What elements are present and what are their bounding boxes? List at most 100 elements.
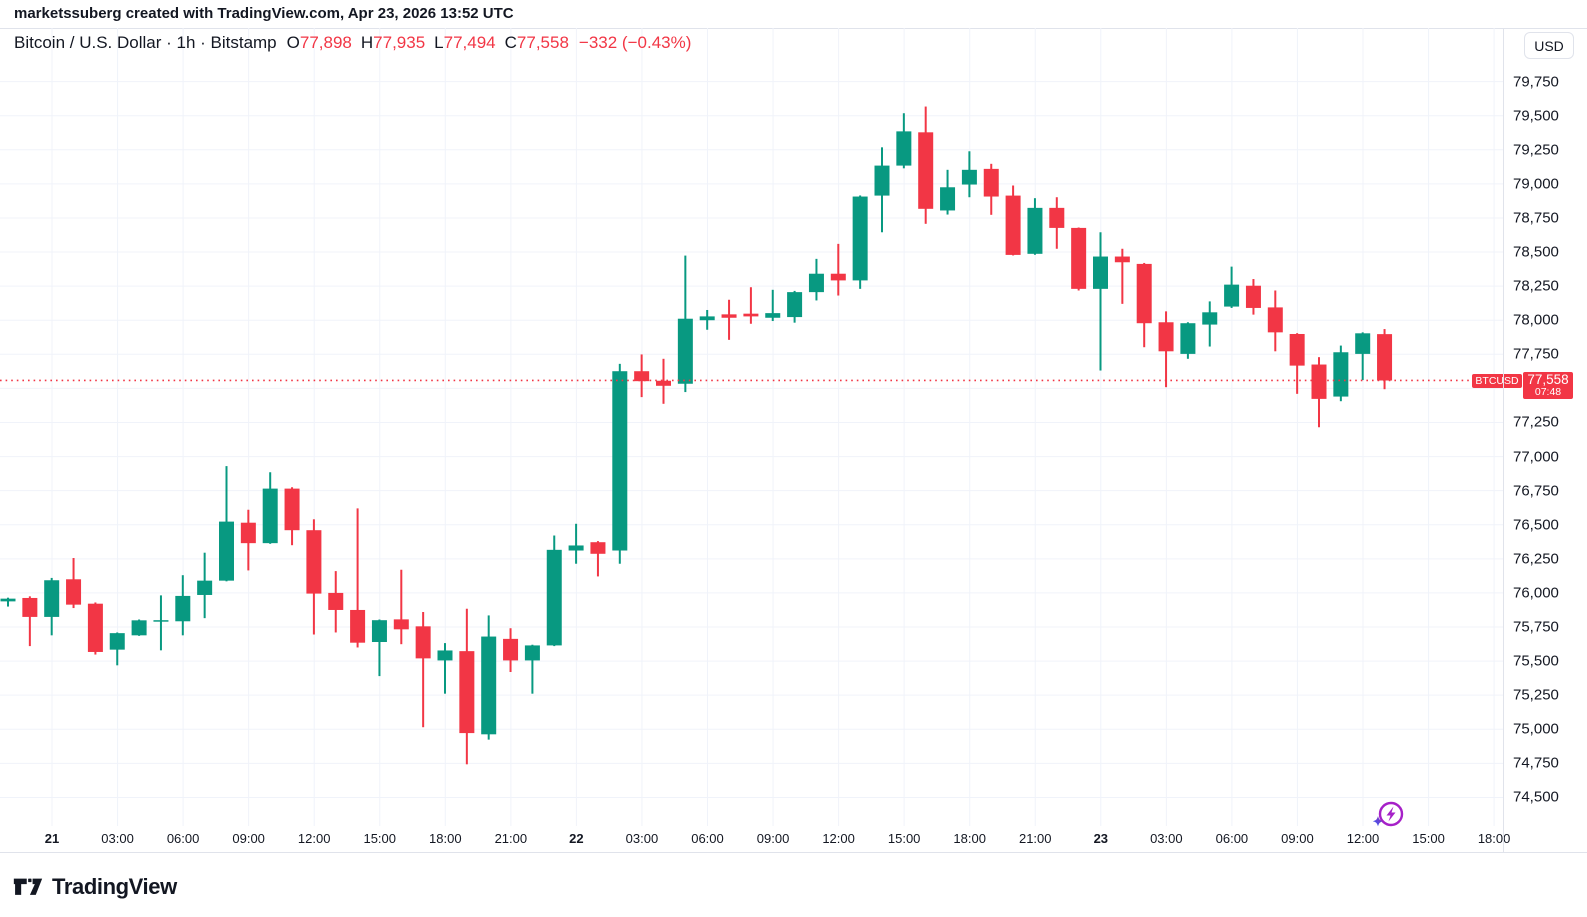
candle (765, 289, 781, 322)
candle (1114, 248, 1130, 304)
candle (44, 577, 60, 636)
candle (677, 255, 693, 393)
price-tick-label: 78,500 (1513, 243, 1559, 261)
time-tick-label: 06:00 (166, 831, 200, 846)
candle (284, 487, 300, 546)
ohlc-pair: H77,935 (360, 33, 426, 52)
lightning-bolt-icon (1386, 806, 1396, 822)
candle (1071, 227, 1087, 291)
price-tick-label: 75,000 (1513, 720, 1559, 738)
time-tick-label: 18:00 (953, 831, 986, 846)
candle (1158, 311, 1174, 388)
candle (1311, 357, 1327, 428)
candle (940, 169, 956, 215)
candle (1245, 279, 1261, 315)
time-tick-label: 09:00 (1281, 831, 1314, 846)
price-scale-left-border (1503, 28, 1504, 852)
lightning-spark-icon[interactable] (1368, 795, 1408, 835)
candle (1027, 198, 1043, 255)
price-tick-label: 75,750 (1513, 618, 1559, 636)
ohlc-pair: O77,898 (286, 33, 352, 52)
bar-close-countdown: 07:48 (1534, 386, 1562, 398)
candle (306, 519, 322, 635)
candle (1093, 232, 1108, 371)
change-value: −332 (−0.43%) (578, 33, 692, 52)
candle (437, 643, 453, 694)
candle (896, 113, 912, 169)
time-tick-label: 21 (44, 831, 60, 846)
time-tick-label: 09:00 (232, 831, 265, 846)
candle (721, 299, 737, 340)
candle (983, 163, 999, 215)
candle (1136, 262, 1152, 348)
price-tick-label: 75,250 (1513, 686, 1559, 704)
price-tick-label: 79,000 (1513, 175, 1559, 193)
time-tick-label: 12:00 (822, 831, 855, 846)
price-tick-label: 76,500 (1513, 516, 1559, 534)
currency-toggle-button[interactable]: USD (1524, 32, 1574, 59)
ohlc-pair: C77,558 (504, 33, 569, 52)
candle (524, 644, 540, 694)
symbol-legend[interactable]: Bitcoin / U.S. Dollar · 1h · Bitstamp O7… (14, 33, 691, 53)
time-tick-label: 03:00 (625, 831, 659, 846)
candle (918, 106, 934, 224)
candle (153, 595, 169, 651)
candle (961, 151, 977, 198)
candle (634, 354, 650, 398)
price-tick-label: 79,750 (1513, 73, 1559, 91)
price-tick-label: 76,750 (1513, 482, 1559, 500)
watermark-attribution: marketssuberg created with TradingView.c… (14, 5, 514, 22)
time-tick-label: 03:00 (101, 831, 134, 846)
candle (1289, 333, 1305, 394)
time-tick-label: 15:00 (363, 831, 397, 846)
time-tick-label: 21:00 (494, 831, 528, 846)
time-tick-label: 12:00 (1346, 831, 1380, 846)
tradingview-logo[interactable]: TradingView (13, 874, 177, 900)
candle (240, 509, 256, 571)
time-tick-label: 09:00 (756, 831, 790, 846)
price-tick-label: 77,750 (1513, 345, 1559, 363)
spark-circle (1378, 801, 1404, 827)
candle (328, 571, 344, 633)
price-tick-label: 76,250 (1513, 550, 1559, 568)
candle (109, 632, 125, 666)
pane-top-border (0, 28, 1587, 29)
time-tick-label: 18:00 (429, 831, 462, 846)
time-tick-label: 18:00 (1477, 831, 1511, 846)
candle (459, 608, 475, 765)
candle (743, 287, 759, 324)
candle (481, 615, 497, 740)
price-tick-label: 78,250 (1513, 277, 1559, 295)
candlestick-chart-plot[interactable] (0, 28, 1503, 826)
last-price-value: 77,558 (1527, 372, 1569, 387)
candle (1049, 197, 1065, 249)
time-tick-label: 21:00 (1018, 831, 1052, 846)
candle (415, 612, 431, 728)
price-tick-label: 78,750 (1513, 209, 1559, 227)
candle (830, 243, 846, 296)
price-tick-label: 77,000 (1513, 448, 1559, 466)
tradingview-logo-text: TradingView (52, 874, 177, 899)
price-tick-label: 77,250 (1513, 413, 1559, 431)
candle (874, 147, 890, 233)
candle (590, 541, 606, 577)
candle (1267, 290, 1283, 352)
price-line-symbol-badge: BTCUSD (1472, 374, 1522, 388)
price-tick-label: 74,500 (1513, 788, 1559, 806)
time-tick-label: 22 (569, 831, 584, 846)
last-price-label[interactable]: 77,558 07:48 (1523, 372, 1573, 399)
ohlc-values: O77,898 H77,935 L77,494 C77,558 (287, 33, 569, 53)
candle (22, 596, 38, 647)
candle (852, 195, 868, 289)
time-scale[interactable]: 21 03:00 06:00 09:00 12:00 15:00 18:00 21:00 22 0… (0, 826, 1511, 852)
candle (197, 552, 213, 619)
candle (656, 358, 671, 404)
candle (393, 569, 409, 645)
candle (699, 309, 715, 330)
symbol-title[interactable]: Bitcoin / U.S. Dollar · 1h · Bitstamp (14, 33, 277, 52)
candle (1202, 301, 1218, 347)
price-scale[interactable]: 79,750 79,500 79,250 79,000 78,750 78,500 78,2… (1504, 28, 1587, 852)
tradingview-logo-icon (13, 878, 43, 895)
candle (546, 535, 562, 647)
